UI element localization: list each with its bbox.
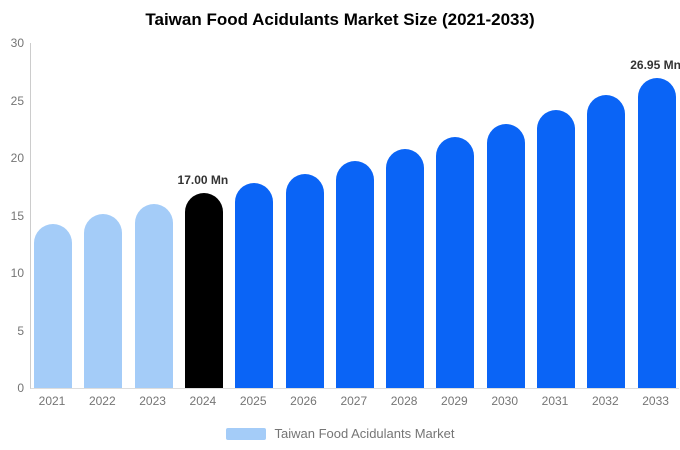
y-tick-label: 0 — [17, 381, 24, 395]
x-tick-label-2029: 2029 — [441, 394, 468, 408]
legend-swatch — [225, 427, 266, 440]
value-label-2033: 26.95 Mn — [630, 58, 680, 73]
x-tick-label-2031: 2031 — [541, 394, 569, 408]
y-tick-label: 20 — [10, 151, 24, 165]
chart-title: Taiwan Food Acidulants Market Size (2021… — [145, 10, 535, 29]
bar-2026 — [285, 173, 324, 388]
x-tick-label-2026: 2026 — [290, 394, 317, 408]
x-tick-label-2033: 2033 — [642, 394, 669, 408]
plot-area — [30, 43, 679, 389]
bar-2027 — [335, 161, 374, 388]
y-tick-label: 30 — [10, 36, 24, 50]
x-tick-label-2023: 2023 — [139, 394, 166, 408]
y-tick-label: 10 — [10, 266, 24, 280]
bar-2023 — [134, 204, 173, 388]
x-tick-label-2032: 2032 — [591, 394, 619, 408]
value-label-2024: 17.00 Mn — [177, 172, 229, 187]
x-tick-label-2027: 2027 — [340, 394, 368, 408]
y-tick-label: 15 — [10, 208, 24, 223]
x-tick-label-2021: 2021 — [38, 394, 66, 408]
bar-2022 — [84, 214, 123, 388]
x-tick-label-2025: 2025 — [239, 394, 267, 408]
x-tick-label-2022: 2022 — [88, 394, 116, 408]
x-tick-label-2024: 2024 — [189, 394, 217, 408]
legend-label: Taiwan Food Acidulants Market — [274, 426, 455, 441]
y-tick-label: 5 — [17, 323, 24, 338]
bar-2029 — [436, 137, 475, 388]
bar-2021 — [34, 223, 72, 388]
legend[interactable]: Taiwan Food Acidulants Market — [0, 426, 680, 441]
bar-2024 — [184, 192, 223, 388]
bar-2025 — [235, 183, 274, 388]
bar-2033 — [637, 78, 676, 388]
x-tick-label-2028: 2028 — [390, 394, 418, 408]
bar-2028 — [386, 149, 425, 388]
bar-2030 — [486, 123, 525, 388]
bar-2032 — [587, 95, 626, 388]
x-tick-label-2030: 2030 — [491, 394, 519, 408]
y-tick-label: 25 — [10, 93, 24, 108]
bar-2031 — [537, 110, 575, 388]
